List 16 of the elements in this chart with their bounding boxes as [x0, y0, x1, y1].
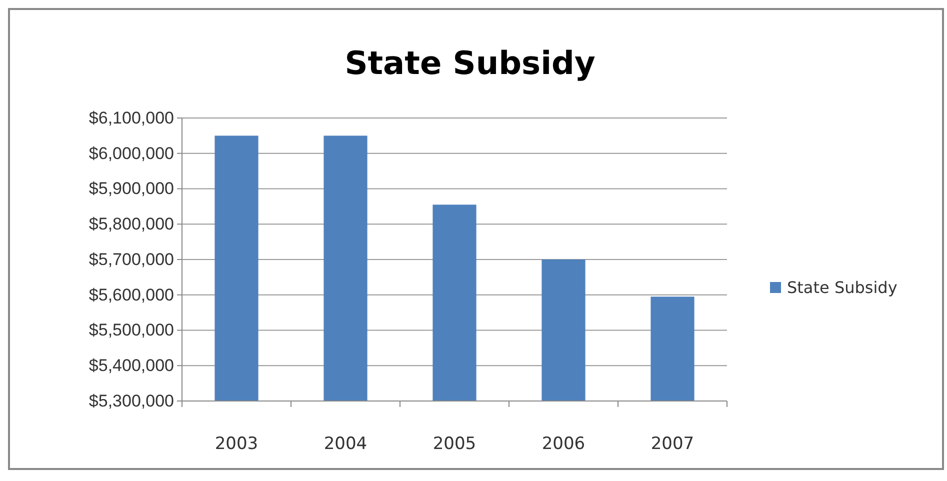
y-tick-label: $5,700,000	[88, 250, 174, 269]
chart-title: State Subsidy	[344, 44, 596, 82]
x-tick-label: 2007	[650, 434, 694, 454]
x-tick-label: 2006	[542, 434, 586, 454]
x-tick-label: 2003	[214, 434, 258, 454]
y-tick-label: $5,900,000	[88, 179, 174, 198]
y-tick-label: $6,000,000	[88, 144, 174, 163]
x-tick-label: 2004	[324, 434, 368, 454]
y-tick-label: $5,500,000	[88, 320, 174, 340]
y-tick-label: $5,300,000	[88, 391, 174, 410]
y-tick-label: $5,600,000	[88, 285, 174, 304]
y-tick-label: $6,100,000	[88, 108, 174, 128]
y-tick-label: $5,400,000	[88, 356, 174, 376]
legend-label: State Subsidy	[787, 278, 898, 297]
x-tick-label: 2005	[432, 434, 476, 454]
y-tick-label: $5,800,000	[88, 214, 174, 234]
